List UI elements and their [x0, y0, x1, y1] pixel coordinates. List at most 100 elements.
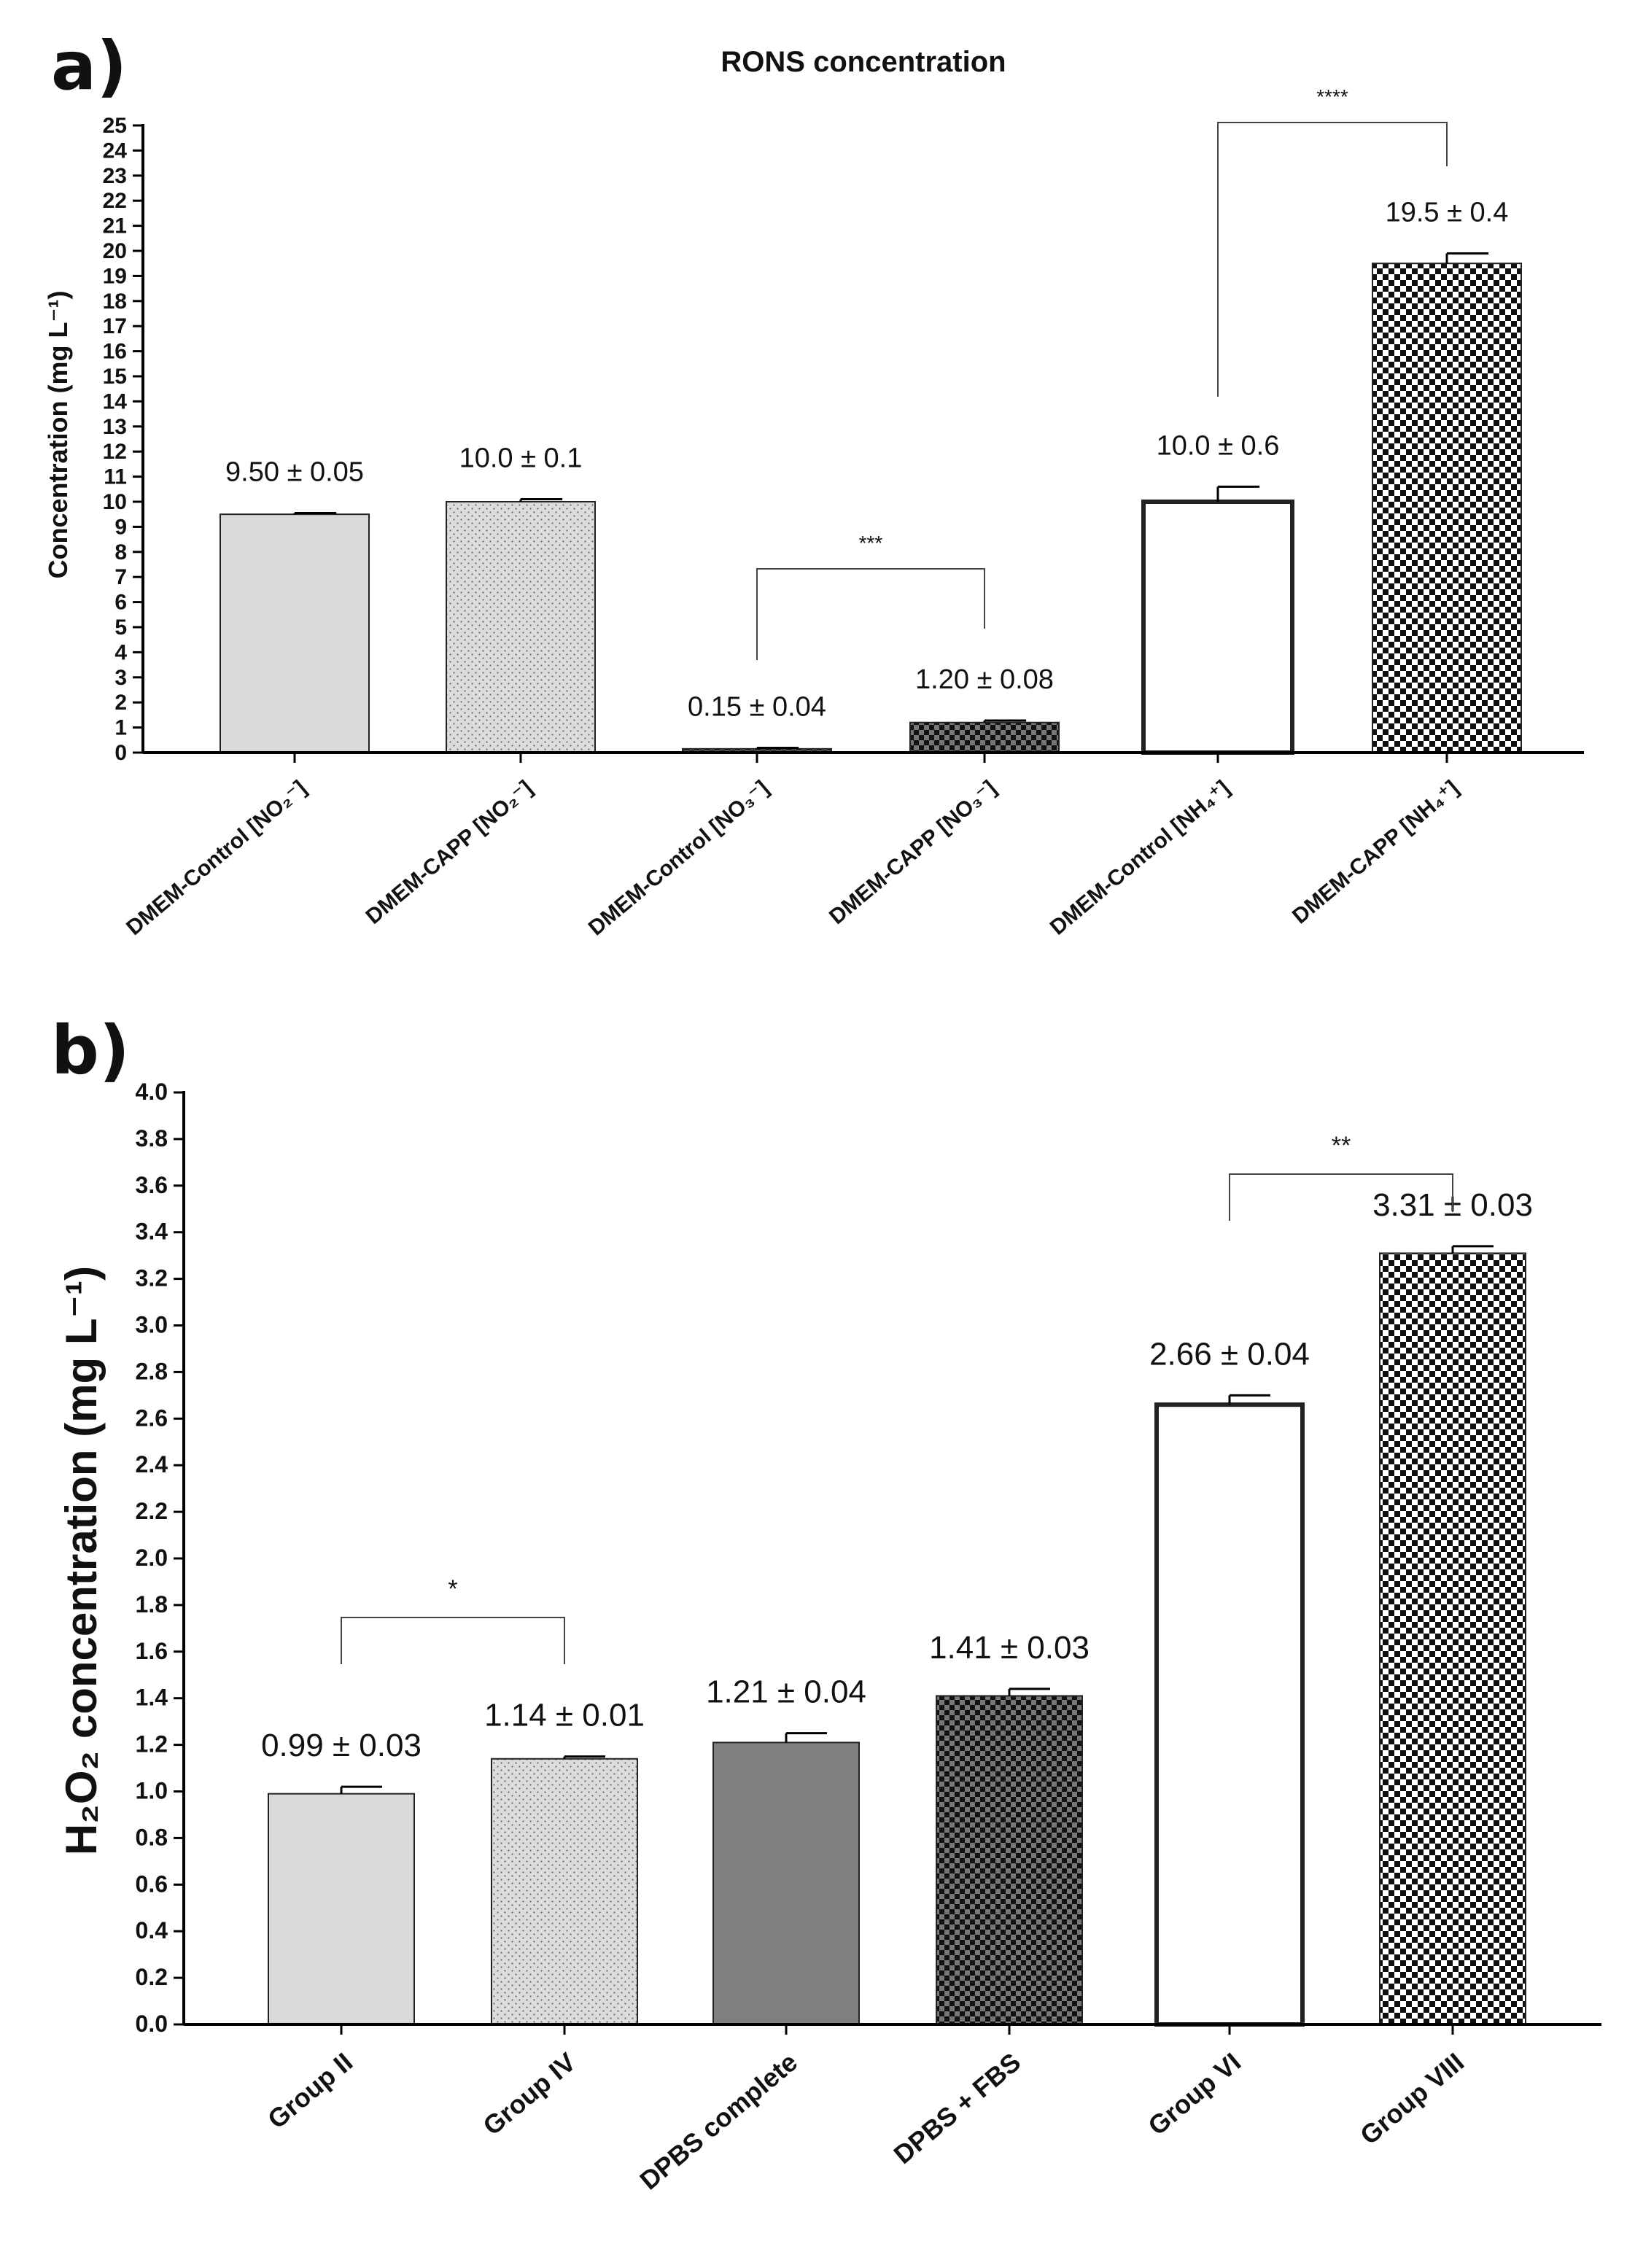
- value-label-1: 1.14 ± 0.01: [484, 1698, 645, 1733]
- error-bar-3: [983, 719, 1027, 723]
- category-label-5: DMEM-CAPP [NH₄⁺]: [1288, 776, 1463, 928]
- category-label-0: Group II: [262, 2047, 358, 2135]
- significance-label: ***: [859, 532, 883, 554]
- value-label-3: 1.41 ± 0.03: [929, 1630, 1090, 1666]
- bar-b-4: [1154, 1402, 1305, 2027]
- y-tick-label: 2.6: [136, 1405, 168, 1431]
- y-tick-label: 5: [114, 615, 127, 640]
- category-label-4: DMEM-Control [NH₄⁺]: [1046, 776, 1235, 940]
- value-label-1: 10.0 ± 0.1: [459, 443, 583, 474]
- category-label-0: DMEM-Control [NO₂⁻]: [122, 776, 311, 940]
- error-bar-2: [756, 746, 799, 749]
- significance-line: [341, 1617, 565, 1664]
- significance-bracket-1: **: [1229, 1132, 1453, 1221]
- error-bar-5: [1451, 1245, 1494, 1254]
- category-label-3: DMEM-CAPP [NO₃⁻]: [825, 776, 1001, 929]
- chart-a-plot: 9.50 ± 0.05 DMEM-Control [NO₂⁻] 10.0 ± 0.1…: [103, 85, 1584, 940]
- y-tick-label: 0.2: [136, 1964, 168, 1990]
- chart-a-ylabel: Concentration (mg L⁻¹): [43, 291, 73, 579]
- y-tick-label: 14: [103, 389, 128, 413]
- bar-a-1: [446, 501, 596, 753]
- bar-b-0: [268, 1793, 415, 2026]
- y-tick-label: 3.2: [136, 1265, 168, 1292]
- y-tick-label: 1: [114, 716, 127, 740]
- panel-b-letter: b): [51, 1011, 130, 1090]
- significance-line: [1229, 1173, 1453, 1221]
- y-tick-label: 3.4: [136, 1219, 168, 1245]
- category-label-5: Group VIII: [1354, 2047, 1469, 2151]
- category-label-2: DMEM-Control [NO₃⁻]: [584, 776, 774, 940]
- error-bar-0: [293, 511, 337, 515]
- y-tick-label: 1.4: [136, 1685, 168, 1711]
- y-tick-label: 2.2: [136, 1498, 168, 1524]
- y-tick-label: 1.2: [136, 1731, 168, 1758]
- y-tick-label: 2.0: [136, 1545, 168, 1571]
- chart-b-plot: 0.99 ± 0.03 Group II 1.14 ± 0.01 Group IV 1.…: [136, 1079, 1601, 2195]
- chart-b-ylabel: H₂O₂ concentration (mg L⁻¹): [57, 1266, 106, 1855]
- value-label-5: 19.5 ± 0.4: [1386, 197, 1509, 228]
- y-tick-label: 1.6: [136, 1638, 168, 1664]
- value-label-4: 10.0 ± 0.6: [1157, 430, 1280, 461]
- panel-a-letter: a): [51, 27, 127, 105]
- y-tick-label: 1.8: [136, 1591, 168, 1617]
- category-label-1: DMEM-CAPP [NO₂⁻]: [361, 776, 537, 929]
- category-label-3: DPBS + FBS: [888, 2047, 1027, 2170]
- bar-b-1: [491, 1758, 638, 2026]
- y-tick-label: 15: [103, 365, 127, 389]
- y-tick-label: 16: [103, 340, 127, 364]
- significance-label: *: [448, 1575, 457, 1603]
- significance-label: **: [1332, 1132, 1351, 1160]
- value-label-0: 0.99 ± 0.03: [261, 1728, 422, 1763]
- y-tick-label: 4.0: [136, 1079, 168, 1105]
- bar-b-3: [936, 1695, 1083, 2025]
- significance-bracket-0: ***: [756, 532, 985, 660]
- y-tick-label: 21: [103, 214, 127, 238]
- y-tick-label: 25: [103, 114, 127, 138]
- value-label-4: 2.66 ± 0.04: [1149, 1336, 1310, 1372]
- category-label-4: Group VI: [1142, 2047, 1246, 2141]
- y-tick-label: 13: [103, 415, 127, 439]
- error-bar-1: [563, 1755, 605, 1759]
- y-tick-label: 0: [114, 741, 127, 765]
- y-tick-label: 18: [103, 290, 127, 314]
- category-label-1: Group IV: [477, 2047, 581, 2141]
- error-bar-2: [785, 1732, 827, 1743]
- error-bar-0: [340, 1785, 382, 1794]
- error-bar-5: [1445, 252, 1489, 264]
- y-tick-label: 0.4: [136, 1917, 168, 1943]
- bar-b-5: [1379, 1252, 1526, 2025]
- error-bar-4: [1228, 1394, 1270, 1405]
- y-tick-label: 8: [114, 540, 127, 564]
- y-tick-label: 23: [103, 164, 127, 188]
- y-tick-label: 10: [103, 490, 127, 514]
- y-tick-label: 2.8: [136, 1358, 168, 1384]
- value-label-3: 1.20 ± 0.08: [915, 664, 1054, 695]
- y-tick-label: 1.0: [136, 1778, 168, 1804]
- error-bar-1: [519, 498, 563, 502]
- y-tick-label: 22: [103, 189, 127, 213]
- y-tick-label: 11: [104, 465, 127, 489]
- y-tick-label: 2: [114, 691, 127, 715]
- y-tick-label: 0.8: [136, 1824, 168, 1850]
- y-tick-label: 9: [114, 515, 127, 539]
- y-tick-label: 24: [103, 139, 128, 163]
- bar-a-0: [220, 513, 370, 753]
- chart-a-title: RONS concentration: [721, 46, 1006, 78]
- bar-a-5: [1372, 263, 1522, 753]
- value-label-2: 0.15 ± 0.04: [688, 691, 826, 722]
- y-tick-label: 19: [103, 264, 127, 288]
- bar-b-2: [712, 1741, 860, 2026]
- significance-line: [1217, 122, 1448, 397]
- y-tick-label: 4: [114, 640, 127, 664]
- y-tick-label: 3.8: [136, 1125, 168, 1152]
- y-tick-label: 6: [114, 591, 127, 615]
- y-tick-label: 7: [114, 565, 127, 589]
- y-tick-label: 3.0: [136, 1312, 168, 1338]
- significance-line: [756, 568, 985, 660]
- y-tick-label: 20: [103, 239, 127, 263]
- bar-a-3: [909, 721, 1060, 753]
- bar-a-4: [1141, 500, 1294, 755]
- value-label-0: 9.50 ± 0.05: [225, 457, 364, 487]
- y-tick-label: 3.6: [136, 1172, 168, 1198]
